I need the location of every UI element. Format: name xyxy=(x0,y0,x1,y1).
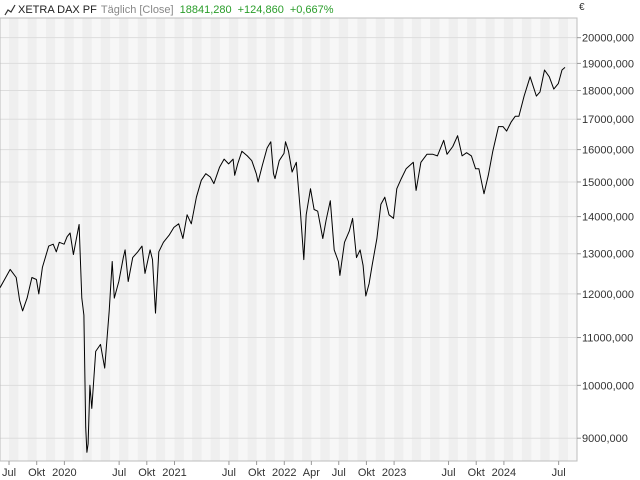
month-band xyxy=(119,18,129,461)
month-band xyxy=(394,18,404,461)
month-band xyxy=(503,18,514,461)
month-band xyxy=(228,18,239,461)
x-tick-label: Okt xyxy=(468,467,485,479)
currency-label: € xyxy=(579,2,585,13)
y-tick-label: 19000,000 xyxy=(582,58,634,70)
month-band xyxy=(302,18,312,461)
month-band xyxy=(540,18,550,461)
x-tick-label: 2022 xyxy=(272,467,296,479)
month-bands xyxy=(0,18,577,461)
month-band xyxy=(467,18,477,461)
x-tick-label: Jul xyxy=(2,467,16,479)
y-tick-label: 10000,000 xyxy=(582,380,634,392)
x-tick-label: 2024 xyxy=(492,467,516,479)
x-tick-label: Okt xyxy=(358,467,375,479)
x-tick-label: 2020 xyxy=(52,467,76,479)
month-band xyxy=(485,18,495,461)
month-band xyxy=(210,18,220,461)
line-chart-icon xyxy=(4,4,16,16)
month-band xyxy=(100,18,111,461)
y-tick-label: 12000,000 xyxy=(582,289,634,301)
month-band xyxy=(156,18,166,461)
x-axis: Jul Okt 2020 Jul Okt 2021 Jul Okt 2022 Apr Jul Okt 2… xyxy=(2,461,566,479)
month-band xyxy=(558,18,568,461)
month-band xyxy=(27,18,37,461)
month-band xyxy=(265,18,275,461)
x-tick-label: Apr xyxy=(303,467,320,479)
x-tick-label: Okt xyxy=(248,467,265,479)
month-band xyxy=(64,18,74,461)
month-band xyxy=(192,18,202,461)
y-tick-label: 17000,000 xyxy=(582,114,634,126)
interval-mode[interactable]: Täglich [Close] xyxy=(100,4,174,16)
x-tick-label: 2023 xyxy=(382,467,406,479)
x-tick-label: Jul xyxy=(112,467,126,479)
series-line xyxy=(0,67,566,453)
month-band xyxy=(82,18,92,461)
y-tick-label: 13000,000 xyxy=(582,249,634,261)
month-band xyxy=(357,18,367,461)
month-band xyxy=(174,18,184,461)
month-band xyxy=(247,18,257,461)
instrument-name: XETRA DAX PF xyxy=(18,4,97,16)
y-tick-label: 15000,000 xyxy=(582,177,634,189)
series-layer xyxy=(0,67,566,453)
x-tick-label: Jul xyxy=(332,467,346,479)
month-band xyxy=(9,18,19,461)
month-band xyxy=(320,18,330,461)
month-band xyxy=(411,18,422,461)
month-band xyxy=(284,18,294,461)
month-band xyxy=(448,18,458,461)
y-tick-label: 11000,000 xyxy=(582,333,633,345)
month-band xyxy=(338,18,349,461)
last-value: 18841,280 xyxy=(179,4,232,16)
x-tick-label: Okt xyxy=(138,467,155,479)
y-tick-label: 14000,000 xyxy=(582,212,634,224)
month-band xyxy=(521,18,532,461)
y-tick-label: 18000,000 xyxy=(582,86,634,98)
x-tick-label: Jul xyxy=(552,467,566,479)
y-tick-label: 20000,000 xyxy=(582,33,634,45)
change-abs: +124,860 xyxy=(237,4,284,16)
plot-frame xyxy=(0,17,578,462)
y-tick-label: 9000,000 xyxy=(582,433,628,445)
month-band xyxy=(375,18,385,461)
chart-header: XETRA DAX PF Täglich [Close] 18841,280 +124… xyxy=(18,2,334,18)
month-band xyxy=(46,18,56,461)
x-tick-label: Jul xyxy=(442,467,456,479)
x-tick-label: Okt xyxy=(28,467,45,479)
y-tick-label: 16000,000 xyxy=(582,145,634,157)
month-band xyxy=(137,18,147,461)
x-tick-label: 2021 xyxy=(162,467,186,479)
month-band xyxy=(430,18,440,461)
x-tick-label: Jul xyxy=(222,467,236,479)
change-pct: +0,667% xyxy=(289,4,334,16)
y-axis: 9000,000 10000,000 11000,000 12000,000 13000… xyxy=(577,33,634,445)
